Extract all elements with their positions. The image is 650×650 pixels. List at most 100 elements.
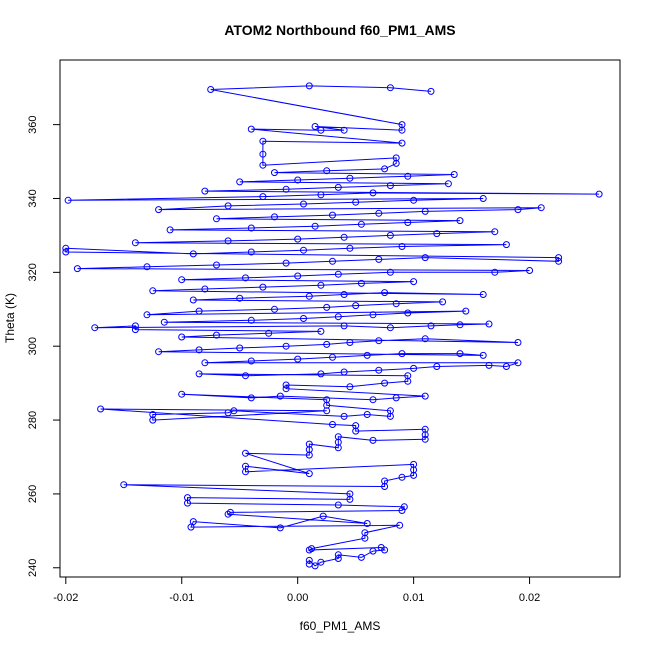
data-point — [514, 339, 522, 346]
data-point — [537, 204, 545, 212]
data-point — [421, 335, 429, 343]
data-point — [329, 211, 336, 219]
data-point — [294, 272, 302, 280]
data-point — [62, 244, 70, 252]
data-point — [282, 381, 290, 389]
data-point — [236, 178, 244, 186]
data-point — [491, 228, 499, 236]
data-point — [334, 551, 342, 559]
data-point — [73, 265, 81, 273]
data-point — [282, 385, 290, 393]
data-point — [346, 244, 354, 252]
data-point — [450, 171, 458, 178]
data-point — [485, 320, 493, 328]
data-point — [444, 180, 452, 188]
data-point — [282, 185, 290, 193]
data-point — [381, 165, 389, 173]
data-point — [317, 370, 325, 378]
y-axis-label: Theta (K) — [3, 293, 17, 343]
data-point — [195, 307, 203, 315]
data-point — [247, 125, 255, 133]
data-point — [392, 394, 400, 402]
data-point — [340, 126, 348, 134]
data-point — [242, 372, 249, 380]
data-point — [346, 174, 354, 182]
data-point — [247, 248, 255, 256]
data-point — [421, 425, 429, 433]
data-point — [369, 436, 377, 444]
data-point — [392, 154, 400, 162]
data-point — [195, 370, 203, 378]
data-point — [317, 558, 325, 566]
data-point — [352, 302, 360, 310]
x-axis: -0.02 -0.01 0.00 0.01 0.02 — [53, 576, 540, 604]
data-point — [155, 206, 163, 214]
data-point — [357, 220, 365, 228]
data-point — [305, 82, 313, 90]
data-point — [427, 322, 435, 330]
data-point — [398, 473, 406, 481]
data-point — [213, 261, 220, 269]
data-point — [166, 226, 174, 234]
data-point — [404, 219, 412, 226]
y-tick-label: 340 — [27, 189, 39, 207]
data-point — [282, 342, 290, 350]
data-point — [323, 167, 331, 175]
data-point — [143, 311, 151, 319]
data-point — [300, 246, 307, 254]
data-point — [294, 235, 302, 243]
data-point — [201, 359, 209, 367]
data-point — [433, 363, 441, 370]
data-point — [189, 296, 197, 304]
data-point — [555, 257, 563, 265]
data-point — [398, 350, 406, 358]
data-point — [189, 518, 197, 526]
data-point — [398, 139, 406, 147]
data-point — [300, 315, 307, 322]
data-point — [502, 241, 510, 249]
data-point — [427, 87, 435, 95]
data-point — [396, 521, 404, 529]
data-point — [375, 337, 383, 345]
data-point — [317, 191, 325, 199]
data-point — [271, 169, 278, 177]
data-point — [334, 313, 342, 321]
data-point — [386, 84, 394, 92]
data-point — [224, 237, 232, 245]
data-point — [377, 544, 385, 551]
data-point — [323, 303, 331, 311]
x-tick-label: 0.02 — [519, 592, 540, 604]
data-point — [160, 318, 168, 326]
data-point — [352, 198, 360, 206]
data-point — [346, 490, 354, 498]
data-point — [294, 355, 302, 363]
data-point — [308, 545, 316, 553]
y-tick-label: 280 — [27, 411, 39, 429]
data-point — [334, 555, 342, 562]
data-point — [149, 287, 157, 295]
data-point — [404, 172, 412, 180]
data-point — [236, 294, 244, 302]
data-point — [265, 329, 273, 337]
data-point — [421, 435, 429, 443]
data-point — [242, 449, 249, 457]
data-point — [305, 292, 313, 300]
data-point — [62, 248, 70, 256]
data-point — [410, 460, 418, 468]
data-point — [207, 86, 215, 93]
data-point — [317, 327, 325, 335]
data-point — [479, 351, 487, 359]
data-point — [247, 224, 255, 232]
data-point — [386, 324, 394, 332]
x-tick-label: 0.00 — [287, 592, 308, 604]
data-point — [317, 126, 325, 134]
data-point — [224, 202, 232, 210]
data-point — [410, 278, 418, 286]
data-point — [352, 422, 360, 430]
data-point — [184, 494, 191, 502]
chart-title: ATOM2 Northbound f60_PM1_AMS — [224, 22, 455, 38]
data-point — [131, 322, 139, 330]
